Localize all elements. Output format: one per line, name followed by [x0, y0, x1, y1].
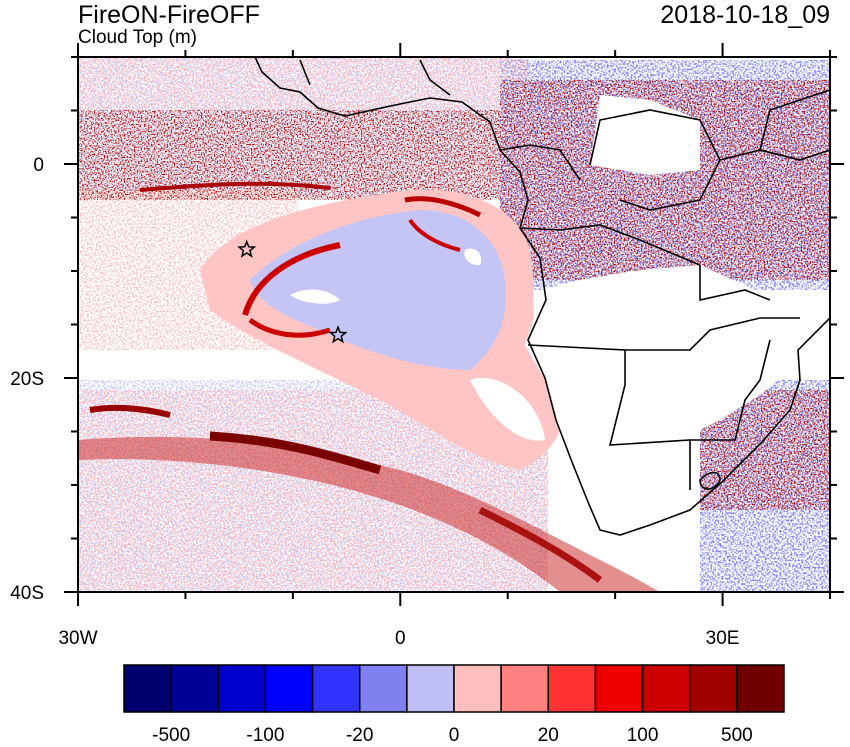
star-west-marker-icon [237, 239, 257, 258]
lon-tick-label: 30W [58, 628, 97, 649]
lon-tick-label: 0 [395, 628, 406, 649]
axis-ticks [64, 43, 844, 606]
cloud-top-difference-field [78, 57, 830, 592]
colorbar-swatch [123, 664, 172, 713]
colorbar-swatch [641, 664, 691, 713]
star-center-marker-icon [328, 325, 348, 344]
colorbar-swatch [311, 664, 361, 713]
colorbar-swatch [170, 664, 220, 713]
colorbar-swatch [406, 664, 455, 713]
colorbar-label: 20 [538, 725, 559, 746]
lat-tick-label: 40S [10, 583, 44, 604]
colorbar-swatch [358, 664, 408, 713]
lon-tick-label: 30E [706, 628, 740, 649]
colorbar: -500 -100 -20 0 20 100 500 [123, 664, 785, 746]
colorbar-swatch [500, 664, 550, 713]
colorbar-label: 100 [627, 725, 659, 746]
colorbar-label: 500 [721, 725, 753, 746]
plot-title: FireON-FireOFF [78, 1, 260, 29]
axis-labels: 30W 0 30E 0 20S 40S [10, 155, 739, 649]
colorbar-swatch [688, 664, 738, 713]
colorbar-swatch [547, 664, 597, 713]
lat-tick-label: 0 [33, 155, 44, 176]
colorbar-label: -100 [246, 725, 284, 746]
colorbar-swatch [217, 664, 267, 713]
colorbar-swatch [453, 664, 502, 713]
datetime-label: 2018-10-18_09 [660, 1, 830, 29]
colorbar-label: -20 [346, 725, 373, 746]
lat-tick-label: 20S [10, 369, 44, 390]
colorbar-label: -500 [152, 725, 190, 746]
colorbar-swatch [736, 664, 785, 713]
colorbar-label: 0 [449, 725, 460, 746]
markers [237, 239, 348, 344]
colorbar-swatch [594, 664, 644, 713]
colorbar-swatch [264, 664, 314, 713]
variable-label: Cloud Top (m) [78, 27, 197, 48]
